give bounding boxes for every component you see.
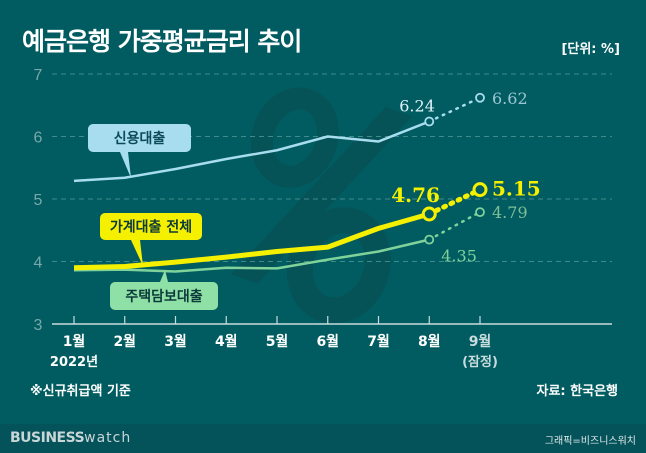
y-tick-label: 3 [34, 317, 43, 334]
series-line-2 [73, 238, 430, 273]
chart-title: 예금은행 가중평균금리 추이 [22, 27, 302, 56]
percent-watermark-icon [231, 87, 413, 324]
percent-watermark-part [250, 87, 339, 188]
footer-bar: BUSINESSwatch 그래픽=비즈니스워치 [0, 424, 646, 453]
data-point [475, 207, 485, 218]
series-line-1 [73, 211, 430, 271]
x-tick-label: 1월 [63, 333, 86, 350]
data-point [475, 92, 485, 103]
percent-watermark-part [231, 106, 413, 284]
x-tick-sublabel: (잠정) [462, 354, 498, 370]
graphic-credit: 그래픽=비즈니스워치 [544, 436, 636, 447]
source-label: 자료: 한국은행 [536, 384, 619, 399]
percent-watermark-part [286, 207, 391, 324]
x-tick-label: 6월 [316, 333, 339, 350]
footnote: ※신규취급액 기준 [30, 384, 131, 399]
y-tick-label: 5 [34, 192, 43, 209]
series-projection-0 [428, 96, 482, 123]
series-line-0 [73, 120, 430, 183]
data-point [424, 234, 435, 245]
y-tick-label: 7 [34, 67, 43, 84]
y-tick-label: 4 [34, 255, 43, 272]
series-legend-label: 주택담보대출 [125, 288, 202, 305]
series-projection-1 [426, 187, 483, 217]
data-label: 4.79 [492, 203, 528, 222]
x-tick-label: 7월 [367, 333, 390, 350]
x-tick-sublabel: 2022년 [50, 355, 98, 370]
series-callout-box [88, 124, 191, 152]
data-label: 4.35 [441, 247, 477, 266]
unit-label: [단위: %] [561, 42, 620, 57]
x-tick-label: 3월 [164, 333, 187, 350]
x-tick-label: 4월 [215, 333, 238, 350]
series-legend-label: 가계대출 전체 [110, 219, 192, 236]
x-tick-label: 2월 [113, 333, 136, 350]
series-projection-2 [428, 210, 482, 241]
data-point [421, 206, 437, 222]
data-label: 5.15 [492, 177, 541, 201]
x-tick-label: 8월 [418, 333, 441, 350]
data-point [424, 116, 435, 127]
callout-pointer [160, 270, 168, 282]
callout-pointer [120, 152, 131, 178]
x-tick-label: 9월 [469, 333, 492, 350]
series-legend-label: 신용대출 [114, 130, 166, 147]
data-label: 4.76 [391, 183, 440, 207]
series-callout-box [100, 213, 202, 240]
x-tick-label: 5월 [266, 333, 289, 350]
business-watch-logo: BUSINESSwatch [10, 430, 132, 446]
data-label: 6.62 [492, 89, 528, 108]
callout-pointer [131, 240, 143, 266]
data-label: 6.24 [399, 97, 435, 116]
series-callout-box [110, 282, 218, 310]
data-point [472, 182, 488, 198]
y-tick-label: 6 [34, 130, 43, 147]
